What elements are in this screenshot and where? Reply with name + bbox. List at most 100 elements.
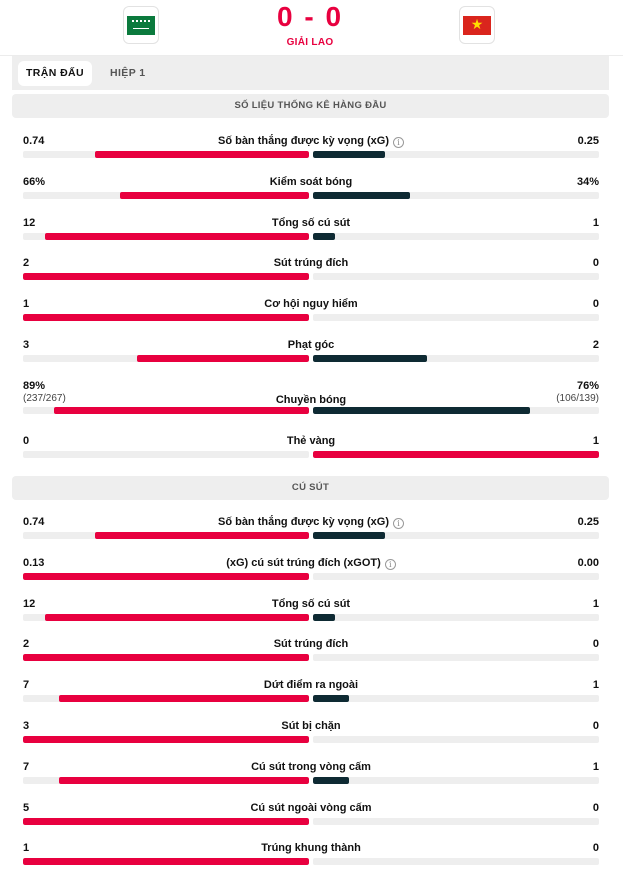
home-stat-bar-track (23, 776, 309, 784)
away-stat-bar-track (313, 654, 599, 662)
home-stat-bar (23, 817, 309, 825)
stat-row[interactable]: 2 0 Sút trúng đích (23, 637, 599, 667)
away-stat-bar-track (313, 532, 599, 539)
stat-label-text: Cú sút trong vòng cấm (251, 760, 371, 773)
stat-label: Phạt góc (141, 338, 481, 352)
home-stat-bar (120, 191, 309, 199)
home-stat-bar (23, 654, 309, 662)
away-stat-value: 0 (592, 801, 599, 814)
stat-label-text: Kiểm soát bóng (269, 175, 353, 188)
away-stat-bar-track (313, 314, 599, 322)
stat-row[interactable]: 89% 76% (237/267) (106/139) Chuyền bóng (23, 379, 599, 414)
home-stat-value: 1 (23, 298, 30, 311)
home-stat-bar-track (23, 191, 309, 199)
stat-row[interactable]: 0 1 Thẻ vàng (23, 434, 599, 464)
home-stat-bar-track (23, 654, 309, 662)
stat-row[interactable]: 66% 34% Kiểm soát bóng (23, 175, 599, 205)
home-stat-bar-track (23, 817, 309, 825)
away-stat-value: 2 (592, 339, 599, 351)
away-team-badge[interactable]: ★ (459, 6, 495, 44)
stat-label: Cú sút trong vòng cấm (141, 760, 481, 774)
stat-row[interactable]: 1 0 Cơ hội nguy hiểm (23, 297, 599, 327)
home-stat-bar-track (23, 572, 309, 580)
stat-label: Sút bị chặn (141, 719, 481, 733)
away-stat-bar (313, 151, 385, 158)
away-stat-bar-track (313, 858, 599, 866)
stat-label-text: Dứt điểm ra ngoài (263, 679, 359, 692)
stat-row[interactable]: 7 1 Dứt điểm ra ngoài (23, 678, 599, 708)
stat-label: Sút trúng đích (141, 256, 481, 270)
info-icon[interactable]: i (393, 518, 405, 529)
stat-label-text: Tổng số cú sút (271, 216, 351, 229)
away-stat-value: 1 (592, 679, 599, 692)
stat-label: Tổng số cú sút (141, 597, 481, 611)
section-header: CÚ SÚT (12, 476, 609, 500)
stat-row[interactable]: 0.74 0.25 Số bàn thắng được kỳ vọng (xG) i (23, 134, 599, 164)
stat-row[interactable]: 0.74 0.25 Số bàn thắng được kỳ vọng (xG) i (23, 515, 599, 545)
home-stat-value: 12 (23, 597, 36, 610)
away-stat-bar-track (313, 817, 599, 825)
stat-label-text: Tổng số cú sút (271, 597, 351, 610)
away-stat-value: 0 (592, 638, 599, 651)
stat-row[interactable]: 0.13 0.00 (xG) cú sút trúng đích (xGOT) i (23, 556, 599, 586)
home-stat-value: 3 (23, 720, 30, 732)
home-stat-bar (137, 355, 309, 362)
away-stat-bar (313, 406, 530, 414)
stat-row[interactable]: 2 0 Sút trúng đích (23, 256, 599, 286)
stat-label-text: Chuyền bóng (275, 393, 347, 406)
stat-label: (xG) cú sút trúng đích (xGOT) i (141, 556, 481, 570)
stat-label-text: Trúng khung thành (261, 842, 361, 855)
away-stat-bar-track (313, 151, 599, 158)
stat-row[interactable]: 3 2 Phạt góc (23, 338, 599, 368)
away-stat-value: 0.00 (577, 556, 599, 569)
home-stat-bar-track (23, 532, 309, 539)
away-stat-bar (313, 232, 335, 240)
home-stat-bar (23, 314, 309, 322)
info-icon[interactable]: i (384, 558, 396, 570)
stat-label: Tổng số cú sút (141, 216, 481, 230)
stat-label: Cú sút ngoài vòng cấm (141, 801, 481, 815)
stat-label: Cơ hội nguy hiểm (141, 297, 481, 311)
away-stat-bar (313, 450, 599, 458)
away-stat-bar (313, 532, 385, 539)
stat-row[interactable]: 5 0 Cú sút ngoài vòng cấm (23, 801, 599, 831)
match-status: GIẢI LAO (286, 37, 334, 48)
stat-label: Sút trúng đích (141, 637, 481, 651)
away-stat-bar-track (313, 776, 599, 784)
home-stat-value: 5 (23, 801, 30, 814)
tab-first-half[interactable]: HIỆP 1 (110, 67, 146, 79)
home-stat-value: 3 (23, 339, 30, 351)
home-stat-value: 0 (23, 434, 30, 447)
home-stat-value: 2 (23, 638, 30, 651)
away-stat-value: 0 (592, 720, 599, 732)
stat-row[interactable]: 7 1 Cú sút trong vòng cấm (23, 760, 599, 790)
saudi-arabia-flag-icon (127, 15, 155, 35)
stat-row[interactable]: 1 0 Trúng khung thành (23, 841, 599, 871)
stat-label-text: (xG) cú sút trúng đích (xGOT) (226, 556, 381, 569)
stat-row[interactable]: 12 1 Tổng số cú sút (23, 597, 599, 627)
away-stat-bar (313, 191, 410, 199)
home-stat-value: 7 (23, 760, 30, 773)
home-team-badge[interactable] (123, 6, 159, 44)
home-stat-bar-track (23, 314, 309, 322)
home-stat-value: 0.74 (23, 135, 45, 147)
home-stat-bar (54, 406, 309, 414)
stat-label: Số bàn thắng được kỳ vọng (xG) i (141, 515, 481, 529)
away-stat-bar-track (313, 355, 599, 362)
stat-row[interactable]: 12 1 Tổng số cú sút (23, 216, 599, 246)
stat-label-text: Sút trúng đích (273, 638, 349, 651)
away-stat-value: 1 (592, 760, 599, 773)
stat-row[interactable]: 3 0 Sút bị chặn (23, 719, 599, 749)
home-stat-value: 7 (23, 679, 30, 692)
stat-label: Số bàn thắng được kỳ vọng (xG) i (141, 134, 481, 148)
info-icon[interactable]: i (393, 137, 405, 148)
home-stat-bar-track (23, 273, 309, 281)
home-stat-bar (23, 736, 309, 743)
stat-label: Kiểm soát bóng (141, 175, 481, 189)
away-stat-value: 1 (592, 597, 599, 610)
away-stat-value: 34% (576, 175, 599, 188)
home-stat-bar-track (23, 858, 309, 866)
tab-match[interactable]: TRẬN ĐẤU (18, 61, 92, 86)
home-stat-bar (23, 858, 309, 866)
stat-label: Trúng khung thành (141, 841, 481, 855)
